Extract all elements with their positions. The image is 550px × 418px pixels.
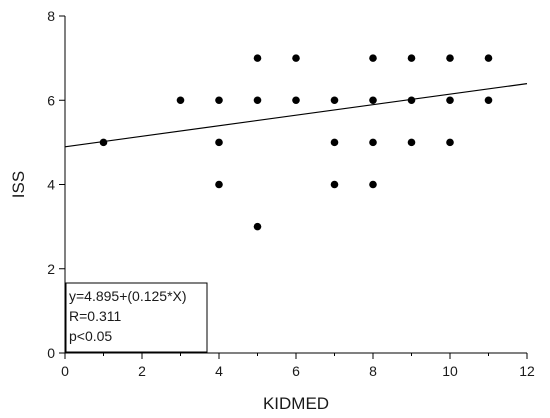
data-point bbox=[330, 138, 339, 147]
data-point bbox=[176, 96, 185, 105]
y-tick-label: 8 bbox=[47, 8, 55, 24]
stats-line: p<0.05 bbox=[69, 328, 112, 344]
data-point bbox=[253, 54, 262, 62]
y-tick-label: 4 bbox=[47, 177, 55, 193]
x-tick-label: 12 bbox=[519, 363, 535, 379]
x-tick-label: 8 bbox=[369, 363, 377, 379]
x-axis-title: KIDMED bbox=[263, 394, 329, 413]
x-tick-label: 2 bbox=[138, 363, 146, 379]
data-point bbox=[253, 222, 262, 231]
regression-line-group bbox=[64, 83, 528, 148]
regression-line bbox=[64, 83, 528, 148]
data-point bbox=[369, 180, 377, 189]
data-point bbox=[407, 138, 416, 147]
stats-line: R=0.311 bbox=[69, 308, 121, 324]
data-point bbox=[407, 96, 416, 105]
data-point bbox=[446, 96, 454, 105]
data-point bbox=[215, 180, 223, 189]
data-point bbox=[99, 138, 108, 147]
data-point bbox=[369, 138, 377, 147]
y-tick-label: 2 bbox=[47, 261, 55, 277]
y-tick-label: 6 bbox=[47, 92, 55, 108]
data-point bbox=[484, 96, 493, 105]
data-point bbox=[484, 54, 493, 62]
x-tick-label: 6 bbox=[292, 363, 300, 379]
x-axis-ticks: 0 2 4 6 8 10 12 bbox=[61, 353, 535, 379]
x-tick-label: 4 bbox=[215, 363, 223, 379]
data-point bbox=[253, 96, 262, 105]
x-tick-label: 10 bbox=[442, 363, 458, 379]
data-point bbox=[330, 180, 339, 189]
stats-line: y=4.895+(0.125*X) bbox=[69, 288, 187, 304]
regression-stats-box: y=4.895+(0.125*X) R=0.311 p<0.05 bbox=[65, 282, 208, 353]
x-tick-label: 0 bbox=[61, 363, 69, 379]
data-points bbox=[99, 54, 493, 231]
data-point bbox=[292, 54, 300, 62]
stats-box-border bbox=[65, 282, 208, 353]
data-point bbox=[215, 138, 223, 147]
y-axis-ticks: 0 2 4 6 8 bbox=[47, 8, 65, 361]
data-point bbox=[215, 96, 223, 105]
data-point bbox=[369, 54, 377, 62]
y-axis-title: ISS bbox=[9, 171, 28, 198]
data-point bbox=[369, 96, 377, 105]
data-point bbox=[292, 96, 300, 105]
data-point bbox=[407, 54, 416, 62]
y-tick-label: 0 bbox=[47, 345, 55, 361]
data-point bbox=[446, 138, 454, 147]
data-point bbox=[446, 54, 454, 62]
data-point bbox=[330, 96, 339, 105]
